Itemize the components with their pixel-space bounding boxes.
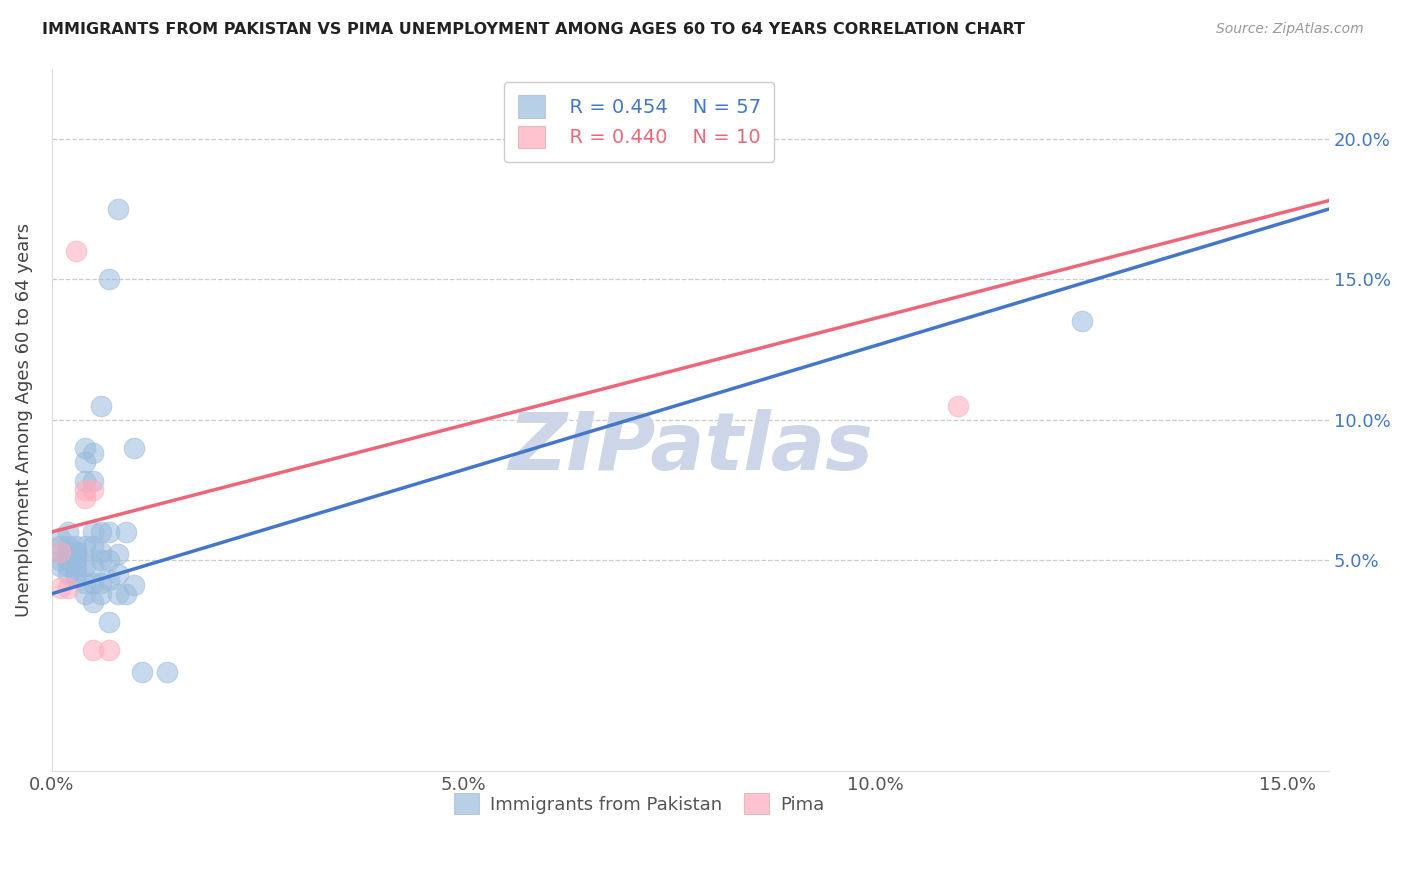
Point — [49, 544, 72, 558]
Point — [73, 483, 96, 497]
Y-axis label: Unemployment Among Ages 60 to 64 years: Unemployment Among Ages 60 to 64 years — [15, 222, 32, 616]
Point — [82, 575, 104, 590]
Point — [58, 558, 80, 573]
Point — [82, 595, 104, 609]
Point — [82, 643, 104, 657]
Point — [156, 665, 179, 680]
Point — [58, 553, 80, 567]
Point — [73, 587, 96, 601]
Point — [98, 553, 121, 567]
Point — [82, 524, 104, 539]
Point — [49, 531, 72, 545]
Point — [65, 558, 87, 573]
Point — [49, 544, 72, 558]
Point — [107, 548, 129, 562]
Point — [73, 575, 96, 590]
Point — [58, 567, 80, 582]
Point — [58, 524, 80, 539]
Point — [65, 544, 87, 558]
Point — [1070, 314, 1092, 328]
Point — [49, 581, 72, 595]
Text: IMMIGRANTS FROM PAKISTAN VS PIMA UNEMPLOYMENT AMONG AGES 60 TO 64 YEARS CORRELAT: IMMIGRANTS FROM PAKISTAN VS PIMA UNEMPLO… — [42, 22, 1025, 37]
Point — [65, 567, 87, 582]
Point — [49, 553, 72, 567]
Point — [115, 524, 138, 539]
Point — [82, 483, 104, 497]
Point — [82, 446, 104, 460]
Point — [73, 558, 96, 573]
Point — [58, 581, 80, 595]
Point — [65, 244, 87, 258]
Text: ZIPatlas: ZIPatlas — [508, 409, 873, 487]
Point — [73, 455, 96, 469]
Point — [82, 558, 104, 573]
Point — [90, 544, 112, 558]
Point — [107, 587, 129, 601]
Point — [98, 272, 121, 286]
Point — [82, 539, 104, 553]
Point — [131, 665, 153, 680]
Point — [58, 548, 80, 562]
Point — [90, 575, 112, 590]
Point — [65, 548, 87, 562]
Point — [65, 553, 87, 567]
Point — [115, 587, 138, 601]
Point — [98, 615, 121, 629]
Point — [58, 539, 80, 553]
Point — [73, 475, 96, 489]
Point — [98, 643, 121, 657]
Point — [948, 399, 970, 413]
Point — [49, 539, 72, 553]
Legend: Immigrants from Pakistan, Pima: Immigrants from Pakistan, Pima — [443, 782, 835, 825]
Point — [65, 539, 87, 553]
Point — [90, 524, 112, 539]
Point — [122, 441, 145, 455]
Point — [49, 558, 72, 573]
Point — [122, 578, 145, 592]
Point — [98, 573, 121, 587]
Point — [98, 524, 121, 539]
Point — [73, 441, 96, 455]
Point — [107, 202, 129, 216]
Text: Source: ZipAtlas.com: Source: ZipAtlas.com — [1216, 22, 1364, 37]
Point — [90, 553, 112, 567]
Point — [73, 491, 96, 506]
Point — [107, 567, 129, 582]
Point — [58, 548, 80, 562]
Point — [90, 399, 112, 413]
Point — [65, 544, 87, 558]
Point — [82, 475, 104, 489]
Point — [73, 539, 96, 553]
Point — [90, 587, 112, 601]
Point — [65, 570, 87, 584]
